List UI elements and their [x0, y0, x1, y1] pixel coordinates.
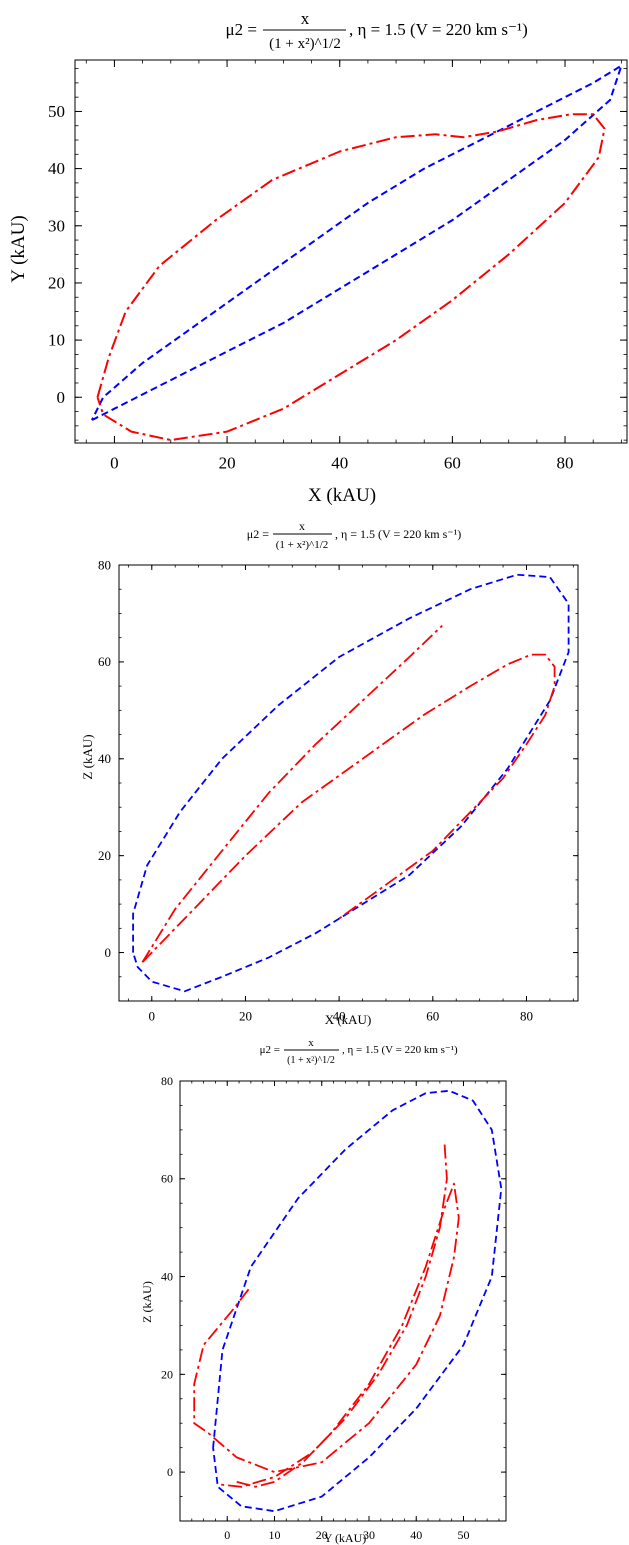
plot-area: 0 10 20 30 40 50 0 20 40 60 80	[161, 1074, 507, 1542]
y-tick-label: 0	[57, 388, 66, 407]
title-denominator: (1 + x²)^1/2	[269, 36, 341, 52]
x-tick-label: 50	[457, 1528, 469, 1542]
x-tick-label: 80	[557, 453, 574, 472]
x-tick-label: 20	[219, 453, 236, 472]
chart-title: μ2 = x (1 + x²)^1/2 , η = 1.5 (V = 220 k…	[260, 1037, 458, 1066]
series-line-1	[96, 113, 606, 442]
title-denominator: (1 + x²)^1/2	[287, 1055, 335, 1066]
series-line-2	[141, 653, 556, 963]
title-rhs: , η = 1.5 (V = 220 km s⁻¹)	[349, 20, 528, 39]
series-line-0	[212, 1089, 503, 1513]
x-tick-label: 0	[224, 1528, 230, 1542]
title-rhs: , η = 1.5 (V = 220 km s⁻¹)	[335, 527, 461, 541]
y-tick-label: 80	[161, 1074, 173, 1088]
x-tick-label: 20	[239, 1009, 252, 1024]
x-tick-label: 30	[363, 1528, 375, 1542]
y-tick-label: 40	[161, 1270, 173, 1284]
x-tick-label: 40	[331, 453, 348, 472]
y-axis-label: Z (kAU)	[80, 734, 95, 779]
x-tick-label: 0	[149, 1009, 156, 1024]
x-tick-label: 0	[110, 453, 119, 472]
y-tick-label: 60	[98, 654, 111, 669]
x-axis-label: Y (kAU)	[324, 1531, 367, 1545]
series-line-0	[132, 573, 570, 993]
chart-panel-xz: μ2 = x (1 + x²)^1/2 , η = 1.5 (V = 220 k…	[80, 519, 579, 1027]
title-lhs: μ2 =	[226, 20, 257, 39]
y-tick-label: 30	[48, 216, 65, 235]
y-tick-label: 20	[48, 274, 65, 293]
x-tick-label: 80	[520, 1009, 533, 1024]
plot-frame	[179, 1080, 507, 1522]
title-lhs: μ2 =	[260, 1044, 280, 1056]
series-line-0	[91, 64, 623, 421]
y-tick-label: 20	[98, 848, 111, 863]
y-tick-label: 50	[48, 102, 65, 121]
y-tick-label: 60	[161, 1172, 173, 1186]
y-tick-label: 0	[105, 945, 112, 960]
y-tick-label: 0	[167, 1465, 173, 1479]
y-tick-label: 10	[48, 331, 65, 350]
y-tick-label: 40	[98, 751, 111, 766]
title-rhs: , η = 1.5 (V = 220 km s⁻¹)	[342, 1044, 458, 1056]
title-denominator: (1 + x²)^1/2	[276, 539, 329, 551]
y-tick-label: 20	[161, 1367, 173, 1381]
series-line-2	[193, 1182, 460, 1488]
x-axis-label: X (kAU)	[308, 485, 376, 506]
title-numerator: x	[301, 9, 310, 28]
x-tick-label: 10	[268, 1528, 280, 1542]
x-tick-label: 60	[444, 453, 461, 472]
chart-title: μ2 = x (1 + x²)^1/2 , η = 1.5 (V = 220 k…	[247, 519, 461, 551]
x-tick-label: 40	[333, 1009, 346, 1024]
series-line-1	[217, 1144, 448, 1488]
title-numerator: x	[308, 1037, 314, 1049]
y-tick-label: 40	[48, 159, 65, 178]
title-numerator: x	[299, 519, 305, 533]
x-tick-label: 20	[316, 1528, 328, 1542]
y-axis-label: Y (kAU)	[8, 215, 29, 282]
x-tick-label: 60	[426, 1009, 439, 1024]
plot-area: 0 20 40 60 80 0 10 20 30 40 50	[48, 59, 628, 472]
plot-area: 0 20 40 60 80 0 20 40 60 80	[98, 557, 579, 1024]
chart-title: μ2 = x (1 + x²)^1/2 , η = 1.5 (V = 220 k…	[226, 9, 528, 52]
x-axis-label: X (kAU)	[325, 1012, 372, 1027]
title-lhs: μ2 =	[247, 527, 269, 541]
plot-frame	[74, 59, 628, 444]
chart-panel-xy: μ2 = x (1 + x²)^1/2 , η = 1.5 (V = 220 k…	[8, 9, 628, 506]
x-tick-label: 40	[410, 1528, 422, 1542]
y-axis-label: Z (kAU)	[140, 1281, 154, 1323]
series-line-1	[141, 624, 443, 963]
y-tick-label: 80	[98, 557, 111, 572]
